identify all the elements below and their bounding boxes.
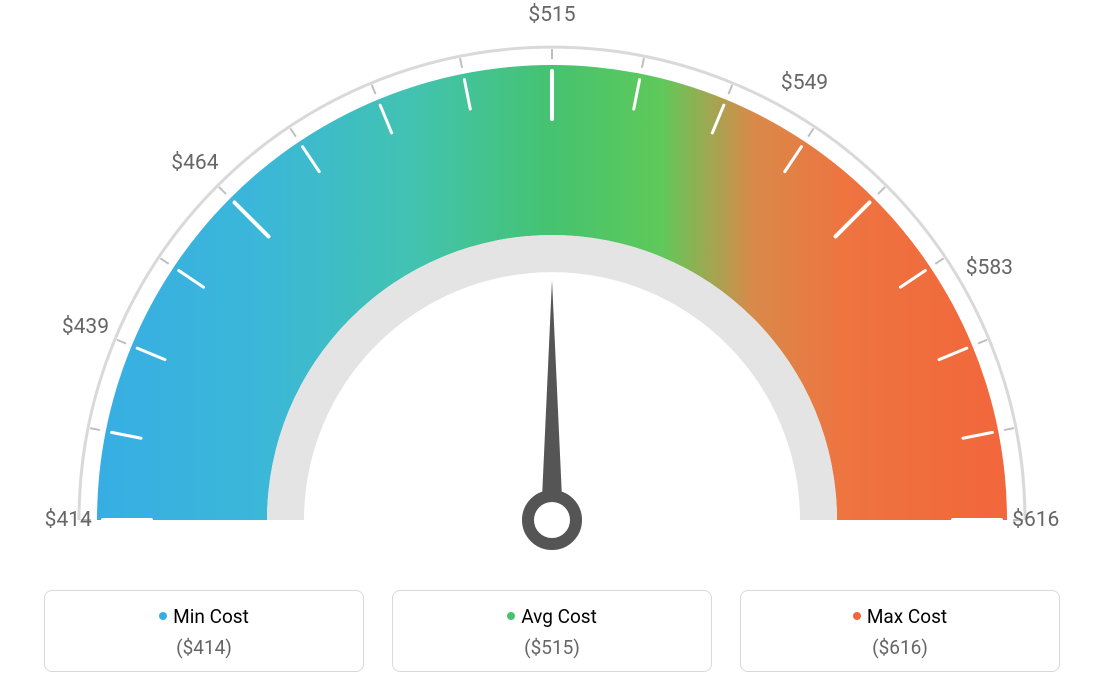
legend-value-min: ($414): [55, 636, 353, 659]
legend-card-max: Max Cost ($616): [740, 590, 1060, 672]
legend-row: Min Cost ($414) Avg Cost ($515) Max Cost…: [0, 590, 1104, 672]
legend-dot-min: [159, 612, 167, 620]
gauge-svg: [0, 0, 1104, 575]
legend-card-min: Min Cost ($414): [44, 590, 364, 672]
legend-label-min: Min Cost: [173, 605, 249, 628]
legend-card-avg: Avg Cost ($515): [392, 590, 712, 672]
gauge-tick-label: $549: [781, 71, 828, 95]
legend-value-max: ($616): [751, 636, 1049, 659]
legend-value-avg: ($515): [403, 636, 701, 659]
gauge-tick-label: $583: [966, 256, 1013, 280]
legend-dot-max: [853, 612, 861, 620]
legend-title-max: Max Cost: [751, 605, 1049, 628]
gauge-area: $414 $439 $464 $515 $549 $583 $616: [0, 0, 1104, 575]
gauge-tick-label: $515: [528, 3, 575, 27]
legend-dot-avg: [507, 612, 515, 620]
legend-label-max: Max Cost: [867, 605, 947, 628]
gauge-tick-label: $616: [1012, 508, 1059, 532]
legend-title-min: Min Cost: [55, 605, 353, 628]
gauge-tick-label: $439: [62, 315, 109, 339]
legend-label-avg: Avg Cost: [521, 605, 597, 628]
legend-title-avg: Avg Cost: [403, 605, 701, 628]
gauge-tick-label: $414: [45, 508, 92, 532]
cost-gauge-chart: $414 $439 $464 $515 $549 $583 $616 Min Cost ($…: [0, 0, 1104, 690]
gauge-tick-label: $464: [171, 151, 218, 175]
